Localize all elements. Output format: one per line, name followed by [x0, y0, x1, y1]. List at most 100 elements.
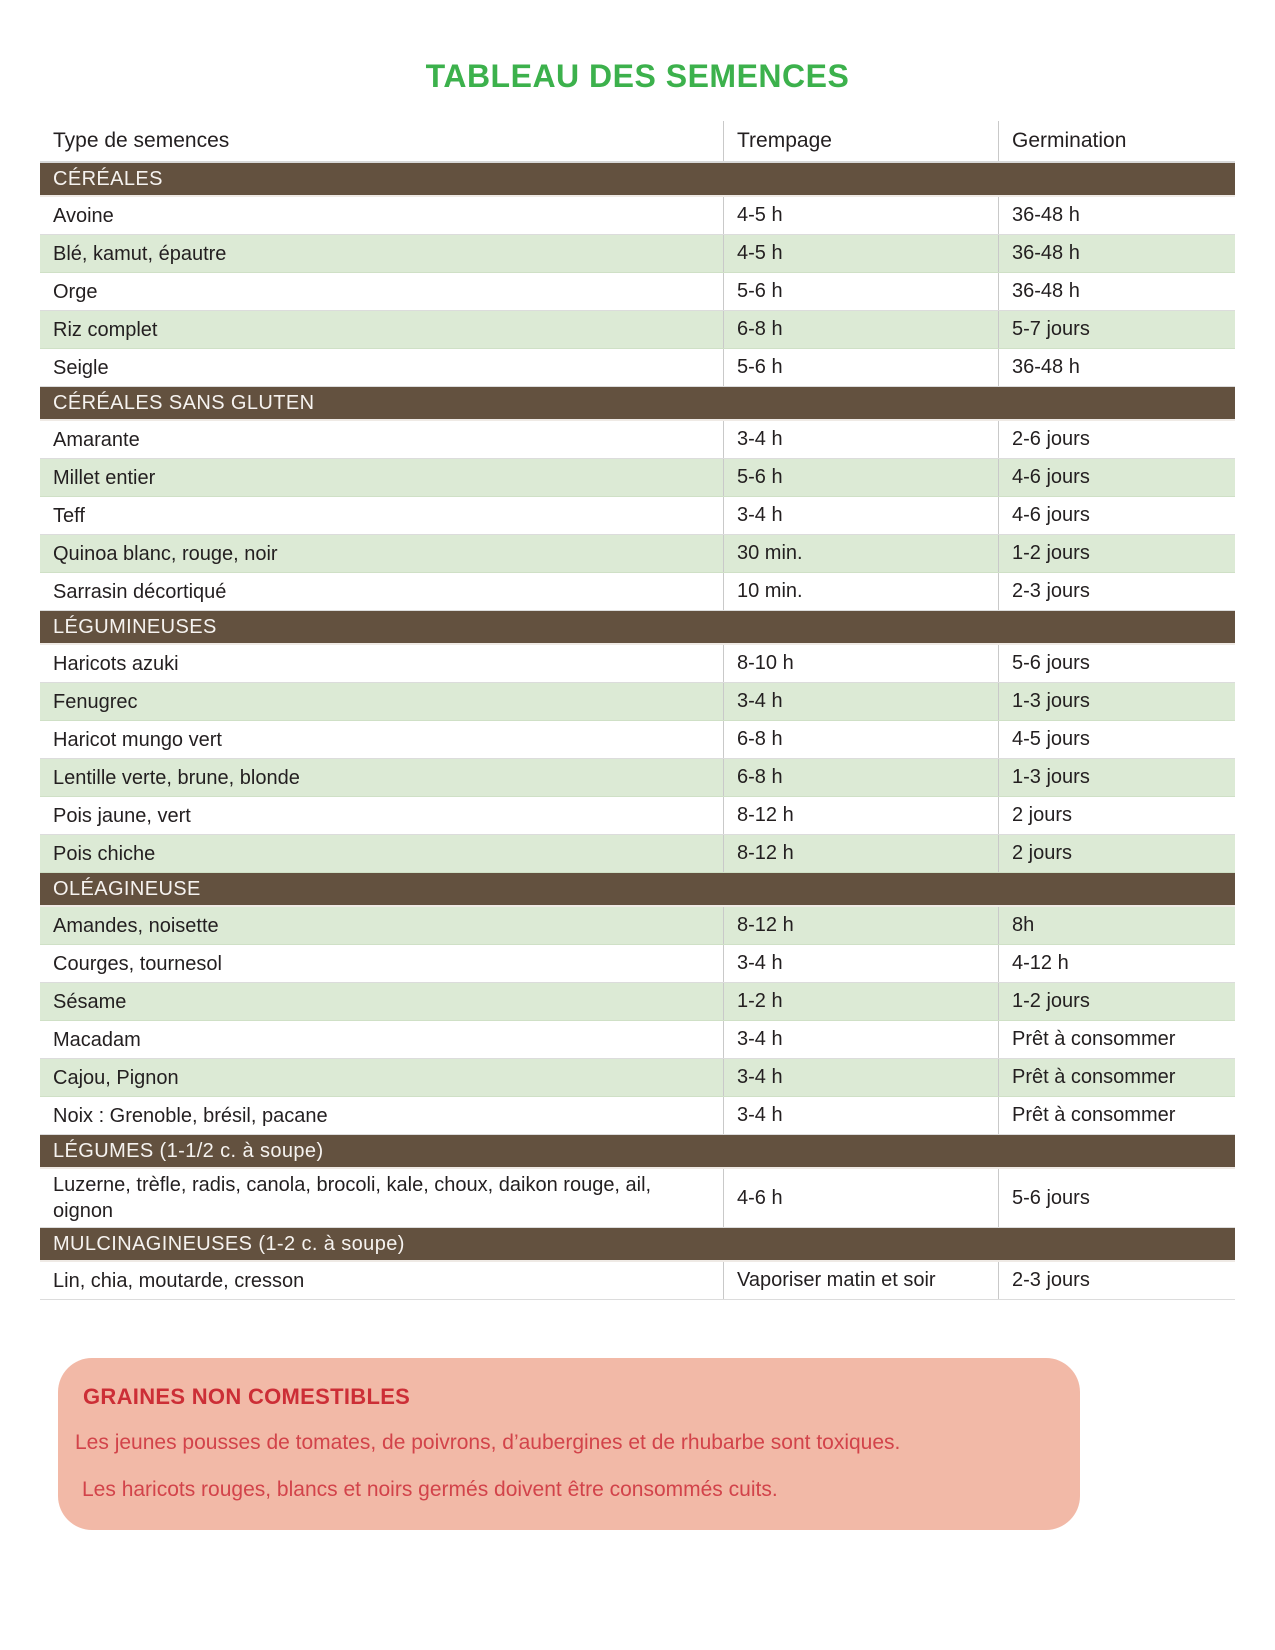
warning-note-line: Les haricots rouges, blancs et noirs ger…	[82, 1478, 778, 1501]
cell-trempage: 5-6 h	[723, 459, 998, 496]
cell-germination: Prêt à consommer	[998, 1097, 1235, 1134]
table-row: Avoine 4-5 h 36-48 h	[40, 197, 1235, 235]
table-row: Riz complet 6-8 h 5-7 jours	[40, 311, 1235, 349]
cell-trempage: 6-8 h	[723, 759, 998, 796]
cell-germination: 5-6 jours	[998, 1169, 1235, 1227]
cell-germination: Prêt à consommer	[998, 1021, 1235, 1058]
cell-type: Amandes, noisette	[53, 914, 219, 937]
cell-germination: 36-48 h	[998, 197, 1235, 234]
cell-germination: Prêt à consommer	[998, 1059, 1235, 1096]
column-header-germination: Germination	[998, 121, 1235, 161]
cell-type: Courges, tournesol	[53, 952, 222, 975]
cell-trempage: 8-10 h	[723, 645, 998, 682]
cell-type: Haricot mungo vert	[53, 728, 222, 751]
table-row: Millet entier 5-6 h 4-6 jours	[40, 459, 1235, 497]
cell-germination: 2 jours	[998, 797, 1235, 834]
cell-type: Lin, chia, moutarde, cresson	[53, 1269, 305, 1292]
cell-trempage: 3-4 h	[723, 1097, 998, 1134]
seed-table: Type de semences Trempage Germination CÉ…	[40, 121, 1235, 1300]
cell-type: Riz complet	[53, 318, 158, 341]
cell-germination: 8h	[998, 907, 1235, 944]
cell-germination: 1-2 jours	[998, 983, 1235, 1020]
cell-trempage: 3-4 h	[723, 421, 998, 458]
cell-trempage: 5-6 h	[723, 349, 998, 386]
cell-type: Pois jaune, vert	[53, 804, 191, 827]
cell-type: Macadam	[53, 1028, 141, 1051]
cell-germination: 1-2 jours	[998, 535, 1235, 572]
cell-germination: 4-6 jours	[998, 459, 1235, 496]
cell-germination: 36-48 h	[998, 349, 1235, 386]
cell-type: Seigle	[53, 356, 109, 379]
table-row: Amandes, noisette 8-12 h 8h	[40, 907, 1235, 945]
table-row: Courges, tournesol 3-4 h 4-12 h	[40, 945, 1235, 983]
section-header: OLÉAGINEUSE	[40, 873, 1235, 907]
cell-type: Amarante	[53, 428, 140, 451]
cell-trempage: 6-8 h	[723, 721, 998, 758]
cell-trempage: 3-4 h	[723, 1021, 998, 1058]
section-header: MULCINAGINEUSES (1-2 c. à soupe)	[40, 1228, 1235, 1262]
table-body: CÉRÉALES Avoine 4-5 h 36-48 h Blé, kamut, ép…	[40, 163, 1235, 1300]
cell-trempage: Vaporiser matin et soir	[723, 1262, 998, 1299]
warning-note-box: GRAINES NON COMESTIBLES Les jeunes pouss…	[58, 1358, 1080, 1530]
cell-germination: 2-3 jours	[998, 573, 1235, 610]
cell-type: Lentille verte, brune, blonde	[53, 766, 300, 789]
cell-germination: 1-3 jours	[998, 759, 1235, 796]
cell-germination: 5-7 jours	[998, 311, 1235, 348]
cell-trempage: 5-6 h	[723, 273, 998, 310]
cell-type: Millet entier	[53, 466, 156, 489]
page-title: TABLEAU DES SEMENCES	[425, 58, 850, 94]
cell-type: Blé, kamut, épautre	[53, 242, 227, 265]
table-row: Orge 5-6 h 36-48 h	[40, 273, 1235, 311]
cell-trempage: 4-6 h	[723, 1169, 998, 1227]
table-row: Noix : Grenoble, brésil, pacane 3-4 h Prêt…	[40, 1097, 1235, 1135]
warning-note-title: GRAINES NON COMESTIBLES	[83, 1384, 411, 1409]
table-row: Sarrasin décortiqué 10 min. 2-3 jours	[40, 573, 1235, 611]
cell-trempage: 4-5 h	[723, 197, 998, 234]
cell-germination: 1-3 jours	[998, 683, 1235, 720]
table-row: Seigle 5-6 h 36-48 h	[40, 349, 1235, 387]
section-header: CÉRÉALES SANS GLUTEN	[40, 387, 1235, 421]
cell-trempage: 8-12 h	[723, 797, 998, 834]
cell-type: Orge	[53, 280, 98, 303]
table-row: Teff 3-4 h 4-6 jours	[40, 497, 1235, 535]
cell-type: Quinoa blanc, rouge, noir	[53, 542, 278, 565]
table-row: Blé, kamut, épautre 4-5 h 36-48 h	[40, 235, 1235, 273]
section-header: CÉRÉALES	[40, 163, 1235, 197]
column-header-type: Type de semences	[53, 129, 230, 152]
section-header: LÉGUMES (1-1/2 c. à soupe)	[40, 1135, 1235, 1169]
cell-germination: 2-3 jours	[998, 1262, 1235, 1299]
table-row: Fenugrec 3-4 h 1-3 jours	[40, 683, 1235, 721]
cell-trempage: 8-12 h	[723, 835, 998, 872]
table-header-row: Type de semences Trempage Germination	[40, 121, 1235, 163]
cell-type: Haricots azuki	[53, 652, 179, 675]
cell-trempage: 1-2 h	[723, 983, 998, 1020]
table-row: Amarante 3-4 h 2-6 jours	[40, 421, 1235, 459]
cell-germination: 4-6 jours	[998, 497, 1235, 534]
cell-trempage: 3-4 h	[723, 1059, 998, 1096]
warning-note-line: Les jeunes pousses de tomates, de poivro…	[75, 1431, 901, 1454]
table-row: Sésame 1-2 h 1-2 jours	[40, 983, 1235, 1021]
table-row: Cajou, Pignon 3-4 h Prêt à consommer	[40, 1059, 1235, 1097]
table-row: Quinoa blanc, rouge, noir 30 min. 1-2 jour…	[40, 535, 1235, 573]
cell-germination: 5-6 jours	[998, 645, 1235, 682]
cell-type: Sarrasin décortiqué	[53, 580, 227, 603]
table-row: Haricots azuki 8-10 h 5-6 jours	[40, 645, 1235, 683]
table-row: Lin, chia, moutarde, cresson Vaporiser ma…	[40, 1262, 1235, 1300]
table-row: Macadam 3-4 h Prêt à consommer	[40, 1021, 1235, 1059]
cell-germination: 4-5 jours	[998, 721, 1235, 758]
column-header-trempage: Trempage	[723, 121, 998, 161]
cell-trempage: 4-5 h	[723, 235, 998, 272]
cell-germination: 2 jours	[998, 835, 1235, 872]
cell-germination: 36-48 h	[998, 273, 1235, 310]
cell-trempage: 10 min.	[723, 573, 998, 610]
cell-germination: 2-6 jours	[998, 421, 1235, 458]
cell-type: Avoine	[53, 204, 114, 227]
cell-trempage: 3-4 h	[723, 497, 998, 534]
cell-trempage: 3-4 h	[723, 683, 998, 720]
cell-type: Pois chiche	[53, 842, 156, 865]
table-row: Luzerne, trèfle, radis, canola, brocoli,…	[40, 1169, 1235, 1228]
cell-type: Fenugrec	[53, 690, 138, 713]
cell-type: Cajou, Pignon	[53, 1066, 179, 1089]
